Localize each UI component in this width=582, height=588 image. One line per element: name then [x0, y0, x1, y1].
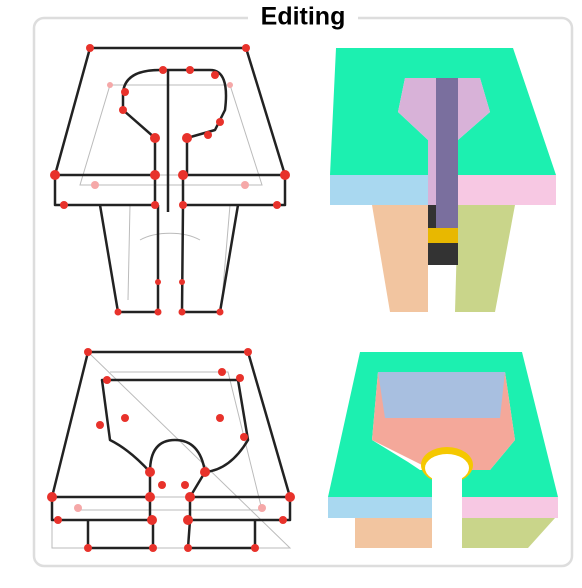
- figure-title: Editing: [261, 3, 346, 31]
- wireframe-top: [50, 44, 290, 316]
- render-bottom: [328, 352, 558, 548]
- wireframe-bottom: [47, 348, 295, 552]
- render-top: [330, 48, 556, 312]
- title-background: [248, 4, 358, 32]
